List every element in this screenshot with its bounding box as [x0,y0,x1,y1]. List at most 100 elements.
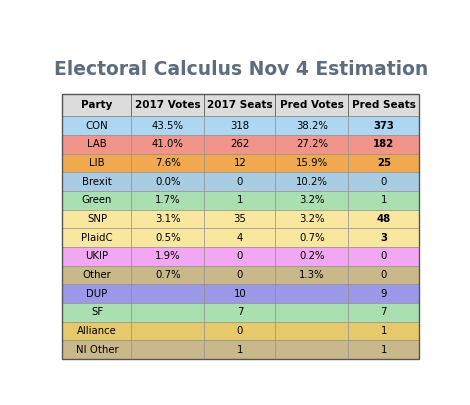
Bar [132,340,204,359]
Text: 1: 1 [381,345,387,354]
Bar [348,284,419,303]
Text: 0: 0 [237,326,243,336]
Bar [132,322,204,340]
Bar [204,303,275,322]
Bar [63,135,132,153]
Bar [63,116,132,135]
Text: 0: 0 [237,177,243,187]
Bar [275,247,348,266]
Bar [204,153,275,172]
Bar [204,172,275,191]
Text: LIB: LIB [89,158,105,168]
Bar [63,153,132,172]
Bar [132,116,204,135]
Bar [132,209,204,228]
Bar [132,172,204,191]
Bar [275,135,348,153]
Text: 0: 0 [381,177,387,187]
Text: 12: 12 [234,158,246,168]
Bar [204,116,275,135]
Bar [63,322,132,340]
Text: 10.2%: 10.2% [296,177,328,187]
Bar [348,340,419,359]
Bar [348,153,419,172]
Bar [132,153,204,172]
Text: 7: 7 [237,307,243,317]
Text: 3: 3 [380,232,387,243]
Bar [275,116,348,135]
Text: 0.2%: 0.2% [299,251,325,261]
Text: DUP: DUP [86,289,108,298]
Text: 0.0%: 0.0% [155,177,180,187]
Bar [63,303,132,322]
Text: Alliance: Alliance [77,326,117,336]
Bar [132,303,204,322]
Text: 7: 7 [381,307,387,317]
Bar [132,228,204,247]
Text: 0: 0 [237,251,243,261]
Text: 1.9%: 1.9% [155,251,181,261]
Text: UKIP: UKIP [86,251,109,261]
Bar [63,284,132,303]
Text: LAB: LAB [87,139,107,149]
Bar [348,116,419,135]
Bar [63,172,132,191]
Bar [348,247,419,266]
Bar [63,340,132,359]
Text: 3.2%: 3.2% [299,195,325,205]
Text: 0: 0 [237,270,243,280]
Bar [348,135,419,153]
Bar [132,284,204,303]
Text: 0.7%: 0.7% [155,270,181,280]
Text: 0: 0 [381,270,387,280]
Bar [63,209,132,228]
Bar [63,228,132,247]
Bar [204,228,275,247]
Text: SF: SF [91,307,103,317]
Bar [204,340,275,359]
Text: 48: 48 [377,214,391,224]
Text: Party: Party [81,100,113,110]
Text: Pred Votes: Pred Votes [280,100,344,110]
Bar [348,191,419,209]
Text: Electoral Calculus Nov 4 Estimation: Electoral Calculus Nov 4 Estimation [54,60,428,79]
Text: Pred Seats: Pred Seats [352,100,416,110]
Bar [204,94,275,116]
Text: 373: 373 [374,121,394,130]
Text: 2017 Seats: 2017 Seats [207,100,273,110]
Text: Green: Green [82,195,112,205]
Bar [348,266,419,284]
Bar [63,247,132,266]
Bar [275,172,348,191]
Text: 9: 9 [381,289,387,298]
Text: 318: 318 [230,121,250,130]
Text: CON: CON [86,121,108,130]
Text: 1: 1 [237,195,243,205]
Bar [204,284,275,303]
Bar [348,94,419,116]
Text: 0: 0 [381,251,387,261]
Text: 4: 4 [237,232,243,243]
Bar [204,266,275,284]
Text: 10: 10 [234,289,246,298]
Text: 3.2%: 3.2% [299,214,325,224]
Text: 2017 Votes: 2017 Votes [135,100,201,110]
Bar [204,247,275,266]
Bar [275,303,348,322]
Bar [132,94,204,116]
Bar [275,94,348,116]
Text: 3.1%: 3.1% [155,214,180,224]
Text: Other: Other [83,270,111,280]
Bar [348,209,419,228]
Bar [63,266,132,284]
Text: 1: 1 [381,326,387,336]
Bar [275,284,348,303]
Text: 1.7%: 1.7% [155,195,181,205]
Text: 43.5%: 43.5% [152,121,184,130]
Bar [132,191,204,209]
Text: 1: 1 [237,345,243,354]
Bar [204,191,275,209]
Bar [348,303,419,322]
Text: 0.7%: 0.7% [299,232,325,243]
Text: 25: 25 [377,158,391,168]
